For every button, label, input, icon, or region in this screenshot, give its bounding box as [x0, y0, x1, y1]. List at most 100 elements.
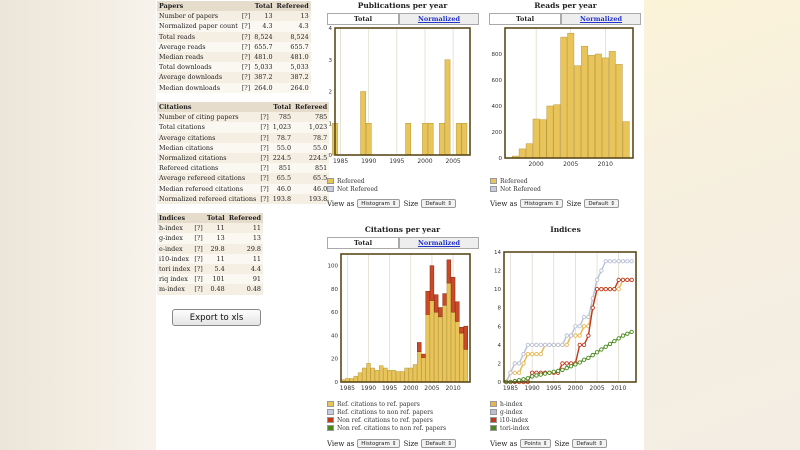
row-label: Total reads	[157, 31, 240, 42]
refereed-value: 481.0	[274, 51, 311, 63]
view-as-select[interactable]: Histogram ⇕	[357, 439, 401, 448]
view-options: View as Histogram ⇕ Size Default ⇕	[490, 199, 620, 208]
refereed-value: 13	[226, 233, 263, 244]
refereed-value: 29.8	[226, 243, 263, 254]
bar	[560, 36, 568, 159]
bar	[362, 367, 367, 383]
help-link[interactable]: [?]	[192, 274, 205, 285]
export-xls-button[interactable]: Export to xls	[172, 309, 261, 326]
bar	[446, 282, 452, 383]
help-link[interactable]: [?]	[239, 21, 253, 32]
legend-label: Refereed	[337, 177, 365, 185]
help-link[interactable]: [?]	[258, 122, 271, 133]
table-row: Normalized refereed citations [?] 193.8 193…	[157, 193, 330, 204]
series-point	[568, 333, 574, 338]
table-row: Normalized paper count [?] 4.3 4.3	[157, 21, 311, 32]
help-link[interactable]: [?]	[192, 253, 205, 264]
tab-total[interactable]: Total	[327, 237, 399, 248]
help-link[interactable]: [?]	[192, 263, 205, 275]
x-tick-label: 1990	[524, 385, 539, 392]
view-as-label: View as	[490, 199, 518, 208]
row-label: Average reads	[157, 41, 240, 52]
size-select[interactable]: Default ⇕	[421, 199, 457, 208]
view-as-select[interactable]: Histogram ⇕	[520, 199, 564, 208]
series-point	[564, 361, 569, 366]
tab-normalized[interactable]: Normalized	[399, 237, 479, 248]
table-row: m-index [?] 0.48 0.48	[157, 284, 263, 295]
table-row: Median citations [?] 55.0 55.0	[157, 142, 330, 153]
bar	[588, 55, 595, 159]
help-link[interactable]: [?]	[239, 51, 253, 63]
refereed-value: 193.8	[293, 193, 330, 204]
view-as-select[interactable]: Histogram ⇕	[357, 199, 401, 208]
refereed-value: 655.7	[274, 41, 311, 52]
series-point	[525, 351, 530, 357]
help-link[interactable]: [?]	[239, 62, 253, 73]
size-label: Size	[554, 439, 570, 448]
row-label: Median refereed citations	[157, 183, 259, 194]
help-link[interactable]: [?]	[239, 72, 253, 83]
tab-total[interactable]: Total	[327, 13, 399, 24]
y-tick-label: 0	[329, 153, 333, 159]
bar	[366, 363, 371, 383]
series-point	[568, 364, 574, 369]
view-as-select[interactable]: Points ⇕	[520, 439, 552, 448]
series-point	[629, 329, 634, 335]
total-value: 655.7	[252, 41, 275, 52]
help-link[interactable]: [?]	[258, 173, 271, 184]
legend-item: Not Refereed	[490, 185, 541, 193]
plot-frame	[503, 251, 637, 383]
row-label: Total citations	[157, 122, 259, 133]
help-link[interactable]: [?]	[258, 193, 271, 204]
tab-normalized[interactable]: Normalized	[561, 13, 641, 24]
bar	[444, 59, 451, 156]
legend-item: Non ref. citations to non ref. papers	[327, 424, 446, 432]
size-select[interactable]: Default ⇕	[584, 199, 620, 208]
legend-label: Not Refereed	[500, 185, 541, 193]
table-header: Papers	[157, 1, 240, 12]
help-link[interactable]: [?]	[192, 223, 205, 234]
bar	[370, 367, 375, 383]
refereed-value: 785	[293, 112, 330, 123]
help-link[interactable]: [?]	[192, 284, 205, 295]
help-link[interactable]: [?]	[258, 163, 271, 174]
series-point	[607, 286, 613, 292]
help-link[interactable]: [?]	[239, 31, 253, 42]
tab-total[interactable]: Total	[489, 13, 561, 24]
size-select[interactable]: Default ⇕	[572, 439, 608, 448]
refereed-value: 13	[274, 11, 311, 22]
help-link[interactable]: [?]	[258, 183, 271, 194]
help-link[interactable]: [?]	[258, 152, 271, 164]
total-value: 5,033	[252, 62, 275, 73]
row-label: Average citations	[157, 132, 259, 143]
reads-panel: Reads per year Total Normalized 2000 2005…	[488, 0, 643, 212]
bar	[353, 375, 358, 383]
series-point	[542, 342, 548, 348]
size-label: Size	[403, 439, 419, 448]
tab-divider	[327, 248, 479, 249]
series-point	[607, 259, 613, 264]
size-select[interactable]: Default ⇕	[421, 439, 457, 448]
series-point	[577, 333, 582, 338]
help-link[interactable]: [?]	[258, 132, 271, 143]
series-point	[525, 376, 530, 381]
select-arrow-icon: ⇕	[391, 201, 397, 207]
bar	[546, 105, 554, 159]
help-link[interactable]: [?]	[192, 233, 205, 244]
table-row: e-index [?] 29.8 29.8	[157, 243, 263, 254]
total-value: 13	[252, 11, 275, 22]
bar	[525, 143, 533, 159]
help-link[interactable]: [?]	[258, 142, 271, 153]
tab-normalized[interactable]: Normalized	[399, 13, 479, 24]
help-link[interactable]: [?]	[192, 243, 205, 254]
help-link[interactable]: [?]	[239, 82, 253, 93]
table-row: Average citations [?] 78.7 78.7	[157, 132, 330, 143]
help-link[interactable]: [?]	[239, 41, 253, 52]
reads-legend: Refereed Not Refereed	[490, 177, 541, 193]
help-link[interactable]: [?]	[239, 11, 253, 22]
total-value: 11	[204, 253, 227, 264]
legend-label: Non ref. citations to non ref. papers	[337, 424, 447, 432]
help-link[interactable]: [?]	[258, 112, 271, 123]
series-point	[538, 351, 543, 357]
refereed-value: 4.3	[274, 21, 311, 32]
